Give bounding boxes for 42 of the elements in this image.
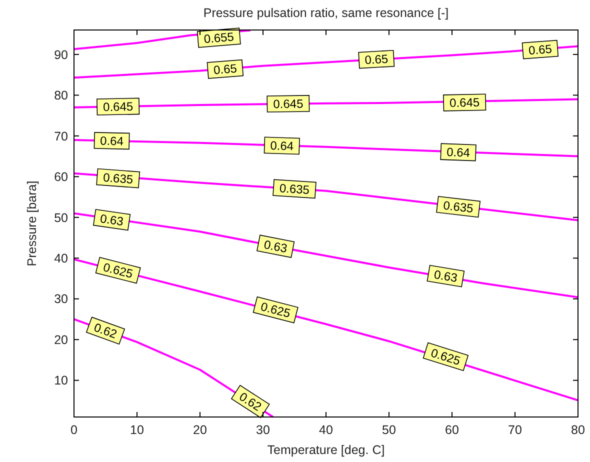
x-tick-label: 30 xyxy=(256,423,270,437)
y-tick-label: 70 xyxy=(54,129,68,144)
y-axis-title: Pressure [bara] xyxy=(25,180,39,266)
chart-title: Pressure pulsation ratio, same resonance [-] xyxy=(203,6,449,20)
x-tick-label: 40 xyxy=(319,423,333,437)
annotation: 0.625 xyxy=(429,346,462,368)
x-tick-label: 60 xyxy=(445,423,459,437)
y-tick-label: 10 xyxy=(54,374,68,388)
y-tick-label: 60 xyxy=(54,170,68,184)
annotation: 0.635 xyxy=(442,198,474,216)
y-tick-label: 50 xyxy=(54,210,68,225)
annotation: 0.645 xyxy=(273,96,304,112)
annotation: 0.63 xyxy=(432,267,459,286)
x-tick-label: 20 xyxy=(193,423,207,437)
annotation: 0.645 xyxy=(102,99,134,114)
x-tick-label: 80 xyxy=(571,423,585,437)
x-tick-label: 10 xyxy=(130,423,144,437)
annotation: 0.62 xyxy=(92,320,120,342)
annotation: 0.64 xyxy=(270,138,294,154)
y-tick-label: 20 xyxy=(54,332,68,347)
annotation: 0.645 xyxy=(449,95,480,110)
x-tick-label: 70 xyxy=(508,423,522,437)
x-axis-title: Temperature [deg. C] xyxy=(267,443,385,457)
x-tick-label: 50 xyxy=(382,423,396,437)
annotation: 0.635 xyxy=(279,181,310,198)
y-tick-label: 40 xyxy=(54,252,68,266)
annotation: 0.63 xyxy=(99,211,125,229)
y-tick-label: 80 xyxy=(54,88,68,103)
annotation: 0.65 xyxy=(364,52,389,68)
annotation: 0.64 xyxy=(100,134,124,148)
x-tick-label: 0 xyxy=(70,423,78,437)
annotation: 0.655 xyxy=(203,30,235,46)
annotation: 0.65 xyxy=(213,61,238,78)
annotation: 0.64 xyxy=(446,144,471,160)
y-tick-label: 90 xyxy=(54,48,68,62)
annotation: 0.63 xyxy=(262,237,289,256)
annotation: 0.62 xyxy=(236,389,264,414)
annotation: 0.625 xyxy=(259,300,292,321)
annotation: 0.65 xyxy=(528,42,553,58)
annotation: 0.625 xyxy=(102,260,135,282)
annotation: 0.635 xyxy=(102,170,134,187)
y-tick-label: 30 xyxy=(54,292,68,306)
